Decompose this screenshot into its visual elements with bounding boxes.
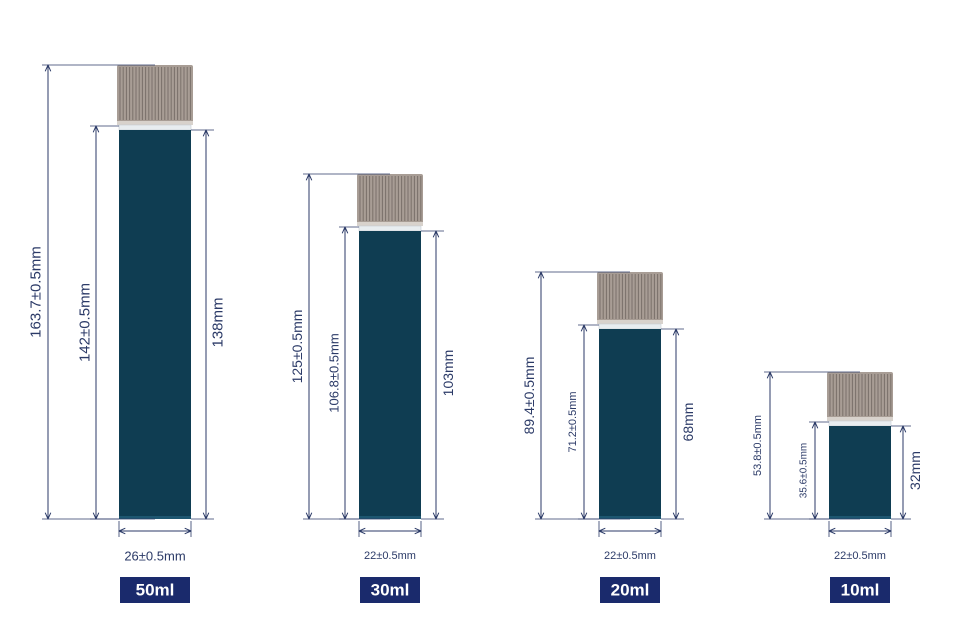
fill-height-label: 68mm	[680, 403, 696, 442]
body-height-label: 142±0.5mm	[77, 283, 94, 362]
body-height-dimension	[90, 126, 119, 519]
capacity-label: 30ml	[371, 581, 410, 600]
vial-10ml	[827, 372, 893, 519]
vial-neck	[598, 323, 662, 330]
vial-cap	[117, 65, 193, 125]
vial-body	[829, 426, 891, 519]
body-height-label: 35.6±0.5mm	[799, 443, 810, 499]
diameter-dimension	[359, 521, 421, 537]
body-height-dimension	[809, 422, 829, 519]
vial-body	[599, 329, 661, 519]
vial-neck	[358, 225, 422, 232]
fill-height-dimension	[661, 329, 684, 519]
fill-height-dimension	[891, 426, 911, 519]
vial-cap	[597, 272, 663, 324]
total-height-label: 163.7±0.5mm	[28, 246, 45, 338]
total-height-label: 89.4±0.5mm	[521, 357, 537, 435]
capacity-badge: 30ml	[360, 577, 420, 603]
diameter-dimension	[119, 521, 191, 537]
fill-height-dimension	[191, 130, 214, 519]
vial-20ml	[597, 272, 663, 519]
diameter-dimension	[599, 521, 661, 537]
capacity-badge: 50ml	[120, 577, 190, 603]
vial-30ml	[357, 174, 423, 519]
capacity-badge: 20ml	[600, 577, 660, 603]
fill-height-label: 103mm	[440, 350, 456, 397]
diameter-label: 22±0.5mm	[834, 550, 886, 562]
capacity-label: 50ml	[136, 581, 175, 600]
vial-cap	[827, 372, 893, 421]
body-height-label: 71.2±0.5mm	[567, 391, 579, 452]
diameter-label: 22±0.5mm	[364, 550, 416, 562]
total-height-label: 125±0.5mm	[289, 310, 305, 384]
vial-50ml	[117, 65, 193, 519]
diameter-label: 22±0.5mm	[604, 550, 656, 562]
vial-neck	[828, 420, 892, 427]
fill-height-dimension	[421, 231, 444, 519]
body-height-label: 106.8±0.5mm	[327, 333, 342, 412]
body-height-dimension	[578, 325, 599, 519]
capacity-badge: 10ml	[830, 577, 890, 603]
fill-height-label: 32mm	[907, 451, 923, 490]
capacity-label: 10ml	[841, 581, 880, 600]
diameter-label: 26±0.5mm	[124, 549, 185, 564]
vial-body	[359, 231, 421, 519]
body-height-dimension	[339, 227, 359, 519]
capacity-label: 20ml	[611, 581, 650, 600]
fill-height-label: 138mm	[210, 297, 227, 347]
total-height-label: 53.8±0.5mm	[752, 415, 764, 476]
diameter-dimension	[829, 521, 891, 537]
vial-neck	[118, 124, 192, 131]
vial-cap	[357, 174, 423, 226]
vial-body	[119, 130, 191, 519]
